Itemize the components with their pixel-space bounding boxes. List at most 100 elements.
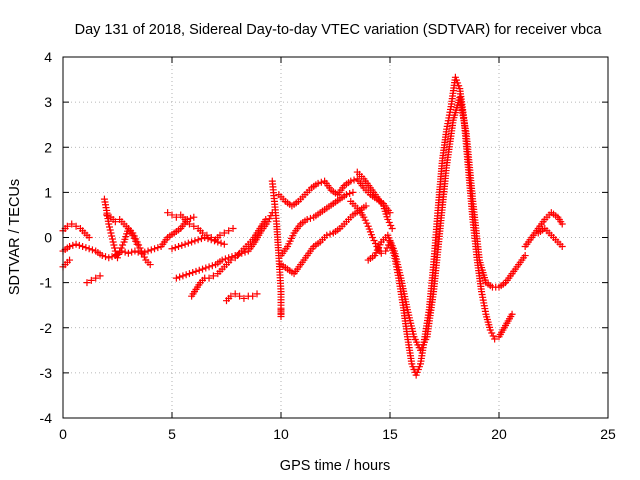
- data-point: [69, 241, 77, 249]
- data-point: [178, 241, 186, 249]
- data-point: [385, 218, 393, 226]
- data-point: [388, 224, 396, 232]
- data-point: [199, 265, 207, 273]
- data-point: [147, 246, 155, 254]
- data-point: [92, 274, 100, 282]
- data-point: [190, 222, 198, 230]
- data-point: [182, 271, 190, 279]
- data-point: [107, 229, 115, 237]
- data-point: [488, 329, 496, 337]
- data-point: [171, 244, 179, 252]
- x-tick-label: 20: [491, 426, 507, 442]
- data-point: [342, 191, 350, 199]
- data-point: [369, 234, 377, 241]
- data-point: [486, 326, 494, 334]
- data-point: [386, 209, 394, 217]
- data-point: [347, 177, 355, 185]
- data-point: [204, 235, 212, 243]
- x-tick-label: 25: [600, 426, 616, 442]
- data-point: [181, 240, 189, 248]
- data-point: [108, 235, 116, 243]
- data-point: [220, 240, 228, 248]
- data-point: [175, 243, 183, 251]
- data-point: [187, 214, 195, 222]
- data-point: [221, 255, 229, 263]
- data-point: [558, 243, 566, 251]
- data-point: [128, 248, 136, 256]
- data-points: [59, 73, 566, 379]
- data-point: [133, 240, 141, 248]
- data-point: [205, 274, 213, 282]
- data-point: [236, 292, 244, 300]
- y-tick-label: -3: [40, 365, 53, 381]
- data-point: [132, 237, 140, 245]
- data-point: [217, 239, 225, 247]
- y-tick-label: 2: [44, 139, 52, 155]
- data-point: [116, 247, 124, 255]
- data-point: [240, 294, 248, 302]
- data-point: [119, 241, 127, 249]
- data-point: [216, 231, 224, 239]
- data-point: [135, 241, 143, 249]
- data-point: [114, 254, 121, 262]
- data-point: [103, 211, 111, 219]
- data-point: [229, 224, 237, 232]
- data-point: [371, 240, 379, 248]
- y-axis-label: SDTVAR / TECUs: [7, 179, 23, 295]
- data-point: [195, 266, 203, 274]
- data-point: [179, 272, 187, 280]
- data-point: [382, 247, 390, 255]
- data-point: [154, 244, 162, 252]
- data-point: [370, 237, 378, 245]
- data-point: [207, 236, 215, 244]
- data-point: [303, 215, 311, 223]
- data-point: [323, 231, 331, 239]
- data-point: [191, 237, 199, 245]
- data-point: [85, 234, 93, 241]
- data-point: [129, 231, 137, 239]
- grid: [63, 57, 608, 418]
- data-point: [184, 239, 192, 247]
- data-point: [350, 176, 358, 184]
- data-point: [75, 241, 83, 249]
- data-point: [137, 247, 145, 255]
- data-point: [124, 249, 132, 257]
- data-point: [140, 253, 148, 261]
- data-point: [508, 310, 516, 318]
- data-point: [176, 273, 184, 281]
- data-point: [102, 253, 110, 261]
- data-point: [205, 263, 213, 271]
- data-point: [521, 252, 529, 260]
- data-point: [228, 253, 236, 261]
- data-point: [111, 218, 119, 226]
- data-point: [249, 292, 257, 300]
- data-point: [218, 256, 226, 264]
- data-point: [362, 202, 370, 210]
- data-point: [197, 235, 205, 243]
- data-point: [220, 229, 228, 237]
- data-point: [66, 243, 74, 251]
- data-point: [360, 213, 368, 221]
- y-tick-label: -1: [40, 275, 53, 291]
- data-point: [192, 267, 200, 275]
- data-point: [172, 274, 180, 282]
- y-tick-label: 1: [44, 184, 52, 200]
- data-point: [168, 211, 176, 219]
- data-point: [117, 244, 125, 252]
- data-point: [63, 222, 71, 230]
- data-point: [109, 238, 117, 246]
- data-point: [72, 240, 80, 248]
- data-point: [201, 234, 209, 241]
- data-point: [96, 272, 104, 280]
- data-point: [164, 209, 172, 217]
- data-point: [234, 250, 242, 258]
- data-point: [208, 262, 216, 270]
- data-point: [202, 264, 210, 272]
- data-point: [144, 247, 152, 255]
- data-point: [139, 250, 147, 258]
- data-point: [241, 248, 249, 256]
- data-point: [79, 243, 87, 251]
- data-point: [134, 248, 142, 256]
- data-point: [111, 244, 119, 252]
